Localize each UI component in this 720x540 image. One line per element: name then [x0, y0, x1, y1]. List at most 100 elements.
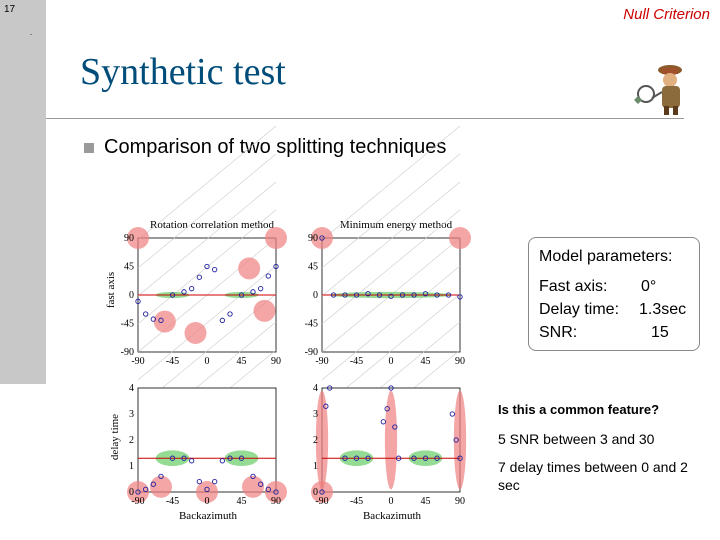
- grid-diagonal: [321, 125, 461, 241]
- y-tick-label: 0: [129, 487, 134, 498]
- grid-diagonal: [137, 125, 277, 241]
- x-tick-label: 90: [271, 356, 281, 367]
- x-tick-label: 0: [205, 496, 210, 507]
- data-point: [227, 311, 233, 317]
- y-tick-label: -90: [121, 347, 134, 358]
- x-tick-label: 45: [237, 356, 247, 367]
- detective-mascot-icon: [634, 65, 682, 115]
- red-region-circle: [242, 475, 264, 498]
- data-point: [258, 481, 264, 487]
- bullet-text: Comparison of two splitting techniques: [104, 136, 447, 158]
- data-point: [327, 385, 333, 391]
- data-point: [380, 419, 386, 425]
- y-tick-label: 45: [308, 262, 318, 273]
- y-tick-label: 90: [308, 233, 318, 244]
- x-tick-label: -45: [350, 356, 363, 367]
- x-tick-label: 90: [271, 496, 281, 507]
- data-point: [449, 411, 455, 417]
- y-tick-label: 1: [313, 461, 318, 472]
- grid-diagonal: [321, 153, 461, 269]
- data-point: [227, 455, 233, 461]
- data-point: [422, 455, 429, 461]
- y-tick-label: 90: [124, 233, 134, 244]
- model-title: Model parameters:: [539, 248, 673, 265]
- bullet-square-icon: [84, 142, 94, 153]
- question-text: Is this a common feature?: [498, 402, 660, 417]
- y-tick-label: 0: [313, 290, 318, 301]
- delay-time-value: 1.3sec: [639, 301, 687, 318]
- data-point: [384, 406, 390, 412]
- red-region-circle: [150, 475, 172, 498]
- data-point: [204, 486, 210, 493]
- data-point: [445, 292, 452, 298]
- data-point: [250, 473, 256, 480]
- grid-diagonal: [321, 181, 461, 297]
- data-point: [169, 292, 176, 298]
- data-point: [181, 289, 187, 295]
- data-point: [212, 478, 218, 485]
- red-region-ellipse: [315, 390, 329, 490]
- red-region-circle: [238, 257, 261, 280]
- slide-title: Synthetic test: [80, 51, 286, 93]
- data-point: [388, 385, 394, 391]
- x-tick-label: 45: [421, 496, 431, 507]
- data-point: [169, 455, 176, 461]
- data-point: [212, 267, 218, 273]
- y-tick-label: 0: [313, 487, 318, 498]
- data-point: [399, 292, 406, 298]
- data-point: [273, 263, 279, 270]
- data-point: [219, 458, 225, 464]
- xlabel-right: Backazimuth: [363, 510, 422, 522]
- data-point: [323, 403, 329, 409]
- y-tick-label: -45: [121, 319, 134, 330]
- data-point: [219, 317, 225, 323]
- fast-axis-row: Fast axis: 0°: [539, 278, 656, 296]
- note-snr: 5 SNR between 3 and 30: [498, 431, 655, 447]
- y-tick-label: -90: [305, 347, 318, 358]
- fast-axis-label: Fast axis:: [539, 278, 608, 295]
- y-tick-label: 2: [313, 435, 318, 446]
- data-point: [434, 292, 440, 298]
- x-tick-label: -45: [166, 496, 179, 507]
- y-tick-label: 1: [129, 461, 134, 472]
- data-point: [135, 489, 141, 495]
- data-point: [342, 292, 348, 298]
- red-region-circle: [311, 481, 333, 503]
- note-delay: 7 delay times between 0 and 2 sec: [498, 459, 688, 493]
- data-point: [457, 294, 463, 300]
- red-region-circle: [153, 310, 176, 333]
- data-point: [388, 293, 394, 299]
- data-point: [143, 486, 149, 493]
- data-point: [434, 455, 440, 461]
- x-tick-label: -45: [350, 496, 363, 507]
- x-tick-label: 0: [205, 356, 210, 367]
- data-point: [238, 455, 245, 461]
- data-point: [457, 455, 463, 461]
- data-point: [365, 455, 371, 461]
- red-region-circle: [253, 299, 276, 322]
- x-tick-label: 90: [455, 356, 465, 367]
- x-tick-label: -90: [315, 356, 328, 367]
- data-point: [143, 311, 149, 317]
- red-region-circle: [265, 227, 287, 249]
- data-point: [181, 455, 187, 461]
- red-region-circle: [449, 227, 471, 249]
- col-title-minimum-energy: Minimum energy method: [340, 219, 453, 231]
- data-point: [353, 455, 360, 461]
- slide-dot: .: [30, 28, 33, 37]
- y-tick-label: 45: [124, 262, 134, 273]
- snr-value: 15: [651, 324, 669, 341]
- data-point: [196, 274, 202, 280]
- delay-time-row: Delay time: 1.3sec: [539, 301, 686, 319]
- snr-label: SNR:: [539, 324, 578, 341]
- x-tick-label: -90: [131, 356, 144, 367]
- data-point: [250, 289, 256, 295]
- y-tick-label: 4: [129, 383, 134, 394]
- data-point: [189, 286, 195, 292]
- x-tick-label: 0: [389, 496, 394, 507]
- y-tick-label: 3: [129, 409, 134, 420]
- x-tick-label: -90: [131, 496, 144, 507]
- data-point: [265, 486, 271, 493]
- y-tick-label: 4: [313, 383, 318, 394]
